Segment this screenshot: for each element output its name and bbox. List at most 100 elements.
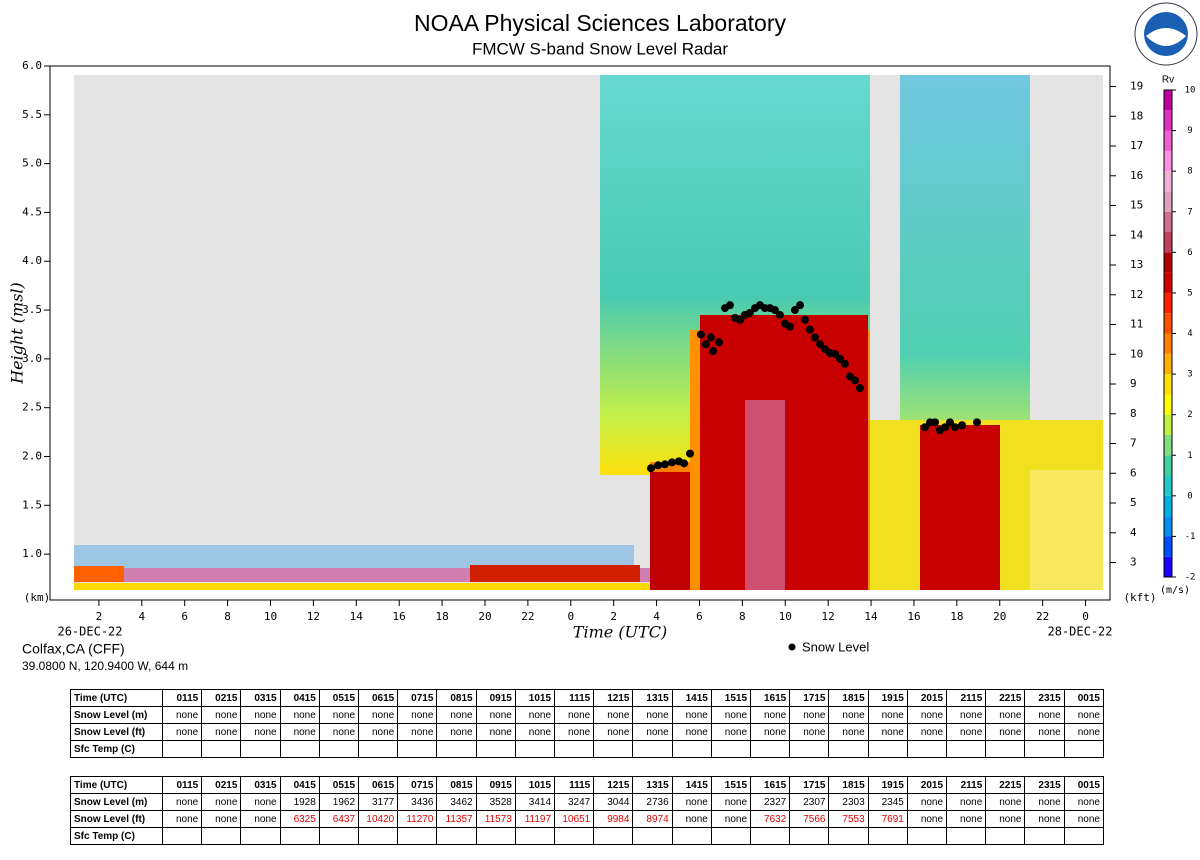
table-cell: none	[710, 706, 752, 724]
colorbar-label: Rv	[1162, 75, 1174, 86]
snow-level-point	[708, 347, 717, 356]
table-cell: Time (UTC)	[70, 776, 163, 794]
table-cell: none	[710, 723, 752, 741]
colorbar-tick-label: 9	[1187, 126, 1192, 136]
table-cell: 1415	[671, 689, 712, 707]
table-cell: none	[750, 723, 791, 741]
y-units: (km)	[24, 591, 51, 604]
table-cell: 2736	[632, 793, 673, 811]
table-cell: 0715	[397, 776, 438, 794]
table-cell: none	[475, 723, 516, 741]
table-cell: Snow Level (ft)	[70, 810, 163, 828]
y2-tick-label: 4	[1130, 526, 1137, 539]
y-tick-label: 5.5	[22, 108, 42, 121]
table-cell: none	[828, 723, 869, 741]
table-cell: 8974	[632, 810, 673, 828]
snow-level-point	[796, 301, 805, 310]
snow-level-point	[790, 306, 799, 315]
snow-level-point	[701, 340, 710, 349]
x-tick-label: 22	[1036, 610, 1049, 623]
table-cell: Snow Level (m)	[70, 706, 163, 724]
x-tick-label: 20	[993, 610, 1006, 623]
x-tick-label: 10	[264, 610, 277, 623]
table-cell: 2303	[828, 793, 869, 811]
table-cell: 0715	[397, 689, 438, 707]
table-cell: none	[240, 723, 281, 741]
y2-tick-label: 15	[1130, 199, 1143, 212]
legend-label: Snow Level	[802, 639, 869, 654]
table-cell: none	[1024, 723, 1065, 741]
table-cell: 1962	[318, 793, 360, 811]
table-cell: 3177	[358, 793, 399, 811]
table-cell: none	[554, 706, 595, 724]
table-cell: 7691	[867, 810, 908, 828]
table-cell: 0615	[358, 776, 399, 794]
x-tick-label: 10	[779, 610, 792, 623]
subtitle: FMCW S-band Snow Level Radar	[472, 39, 728, 58]
station-location: 39.0800 N, 120.9400 W, 644 m	[22, 659, 188, 673]
table-cell: none	[710, 810, 752, 828]
table-cell: none	[397, 723, 438, 741]
colorbar-tick-label: -1	[1185, 532, 1196, 542]
snow-level-point	[835, 354, 844, 363]
table-cell	[867, 740, 908, 758]
colorbar-tick-label: 1	[1187, 451, 1192, 461]
table-cell: 2315	[1024, 689, 1065, 707]
table-cell: none	[906, 706, 948, 724]
table-cell: 11357	[436, 810, 477, 828]
snow-level-point	[930, 418, 939, 427]
x-tick-label: 16	[907, 610, 920, 623]
table-cell	[279, 827, 320, 845]
y2-tick-label: 13	[1130, 258, 1143, 271]
x-tick-label: 6	[696, 610, 703, 623]
y2-tick-label: 14	[1130, 228, 1144, 241]
table-cell: none	[279, 723, 320, 741]
colorbar-swatch	[1164, 110, 1172, 131]
table-cell: none	[632, 706, 673, 724]
table-cell: none	[358, 706, 399, 724]
colorbar-units: (m/s)	[1160, 585, 1190, 596]
snow-level-point	[850, 376, 859, 385]
table-cell: 1915	[867, 689, 908, 707]
y2-tick-label: 10	[1130, 347, 1143, 360]
table-cell: 1315	[632, 776, 673, 794]
y2-tick-label: 6	[1130, 466, 1137, 479]
table-cell: 2015	[906, 776, 948, 794]
table-cell: 3247	[554, 793, 595, 811]
snow-level-point	[660, 460, 669, 469]
colorbar-tick-label: 4	[1187, 329, 1192, 339]
table-cell: none	[906, 793, 948, 811]
table-cell	[1024, 740, 1065, 758]
table-cell: 1115	[554, 776, 595, 794]
table-cell: 0215	[201, 776, 242, 794]
table-cell: 0415	[279, 689, 320, 707]
table-cell	[828, 740, 869, 758]
table-cell: 2215	[985, 689, 1026, 707]
table-cell: 0615	[358, 689, 399, 707]
y2-tick-label: 8	[1130, 407, 1137, 420]
snow-level-point	[805, 325, 814, 334]
table-cell	[671, 827, 712, 845]
colorbar-swatch	[1164, 232, 1172, 253]
table-cell: 1415	[671, 776, 712, 794]
table-cell: none	[514, 706, 556, 724]
colorbar-tick-label: 10	[1185, 86, 1196, 96]
table-cell: 2215	[985, 776, 1026, 794]
x-tick-label: 4	[653, 610, 660, 623]
station-name: Colfax,CA (CFF)	[22, 641, 125, 657]
table-header: Time (UTC) 0115 0215 0315 0415 0515 0615 0715 08…	[70, 776, 1105, 794]
table-cell	[593, 827, 634, 845]
x-tick-label: 14	[864, 610, 878, 623]
table-cell: 0515	[318, 689, 360, 707]
table-cell: 1715	[789, 689, 830, 707]
table-cell: none	[789, 723, 830, 741]
y-tick-label: 3.0	[22, 352, 42, 365]
table-cell	[318, 740, 360, 758]
table-cell: 11270	[397, 810, 438, 828]
snow-level-point	[816, 340, 825, 349]
table-cell: 0315	[240, 689, 281, 707]
table-cell: 2315	[1024, 776, 1065, 794]
start-date: 26-DEC-22	[57, 625, 122, 639]
y-tick-label: 2.0	[22, 449, 42, 462]
table-cell	[710, 827, 752, 845]
